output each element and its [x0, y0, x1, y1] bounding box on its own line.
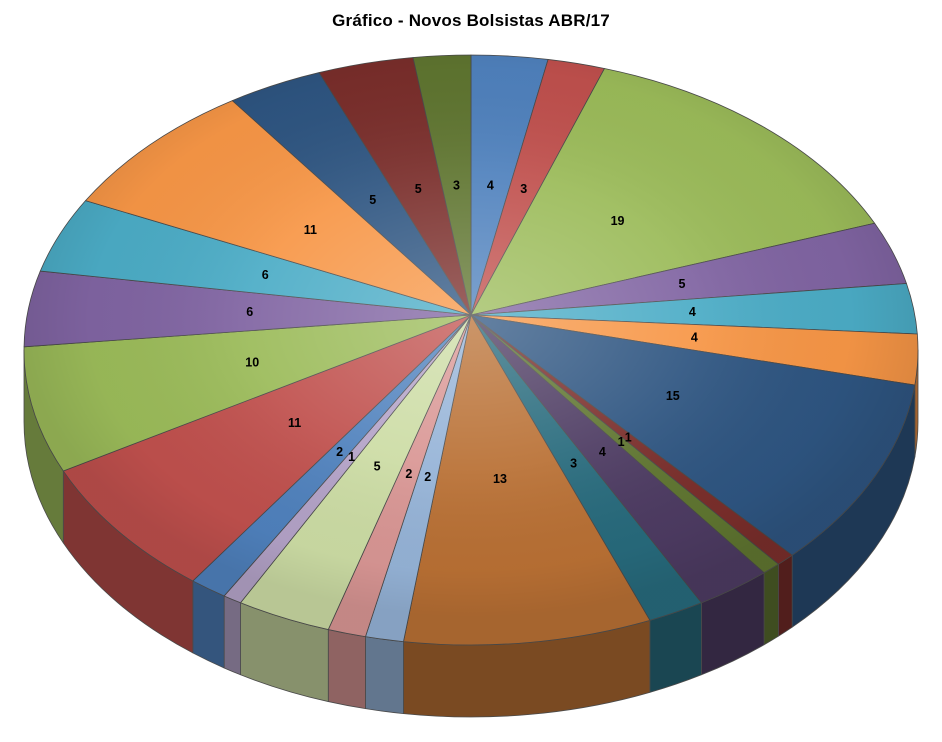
slice-value-label: 6 [246, 305, 253, 319]
slice-value-label: 15 [666, 389, 680, 403]
slice-value-label: 4 [689, 305, 696, 319]
pie-tops [23, 54, 919, 646]
pie-slice-14-side [327, 629, 366, 710]
slice-value-label: 4 [487, 179, 494, 193]
slice-value-label: 1 [625, 430, 632, 444]
slice-value-label: 6 [262, 268, 269, 282]
slice-value-label: 2 [336, 445, 343, 459]
slice-value-label: 1 [618, 435, 625, 449]
chart-title: Gráfico - Novos Bolsistas ABR/17 [332, 11, 610, 30]
pie-slice-16-side [223, 595, 241, 676]
slice-value-label: 2 [405, 467, 412, 481]
slice-value-label: 11 [304, 223, 317, 237]
slice-value-label: 13 [493, 472, 507, 486]
pie-slice-8-side [778, 554, 793, 637]
slice-value-label: 5 [369, 193, 376, 207]
slice-value-label: 5 [374, 459, 381, 473]
slice-value-label: 1 [348, 450, 355, 464]
slice-value-label: 5 [679, 277, 686, 291]
slice-value-label: 3 [453, 178, 460, 192]
slice-value-label: 11 [288, 416, 301, 430]
pie-slice-9-side [763, 563, 779, 646]
pie-slice-13-side [365, 636, 404, 715]
slice-value-label: 4 [599, 445, 606, 459]
slice-value-label: 4 [691, 330, 698, 344]
slice-value-label: 10 [245, 356, 259, 370]
slice-value-label: 5 [415, 182, 422, 196]
slice-value-label: 19 [611, 214, 625, 228]
slice-value-label: 2 [424, 470, 431, 484]
slice-value-label: 3 [520, 182, 527, 196]
slice-value-label: 3 [570, 457, 577, 471]
